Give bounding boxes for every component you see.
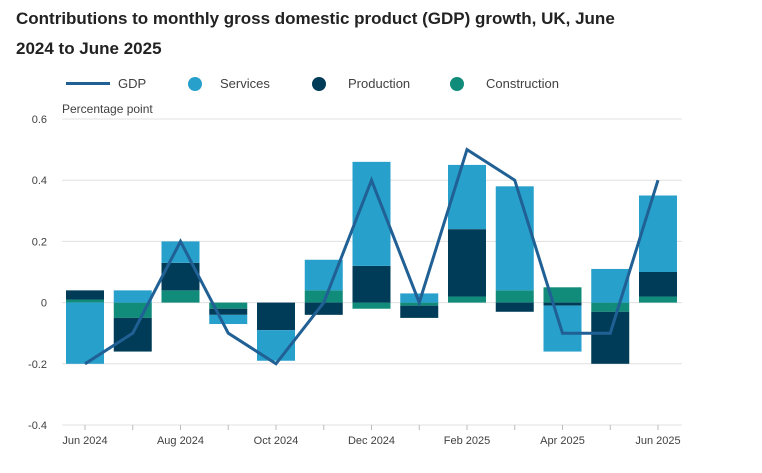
gdp-line-swatch xyxy=(66,82,110,85)
bar-construction xyxy=(639,296,677,303)
bar-construction xyxy=(352,302,391,309)
bar-production xyxy=(209,308,248,315)
legend-label: GDP xyxy=(118,76,147,91)
bar-services xyxy=(495,186,534,291)
x-tick-label: Apr 2025 xyxy=(540,435,585,447)
bar-production xyxy=(448,229,486,297)
legend-item-construction: Construction xyxy=(450,76,559,91)
bar-production xyxy=(495,302,534,312)
y-tick-label: 0.6 xyxy=(32,114,47,126)
x-tick-label: Feb 2025 xyxy=(444,435,490,447)
x-tick-label: Jun 2024 xyxy=(62,435,107,447)
legend-label: Services xyxy=(220,76,270,91)
production-swatch xyxy=(312,76,326,91)
bar-construction xyxy=(209,302,248,309)
chart-title: Contributions to monthly gross domestic … xyxy=(16,9,615,58)
y-tick-label: 0 xyxy=(41,298,47,310)
y-tick-label: 0.2 xyxy=(32,236,47,248)
legend-item-production: Production xyxy=(312,76,410,91)
y-tick-label: 0.4 xyxy=(32,175,47,187)
x-tick-label: Dec 2024 xyxy=(348,435,395,447)
bar-services xyxy=(113,290,152,303)
x-tick-label: Oct 2024 xyxy=(254,435,299,447)
bar-production xyxy=(304,302,343,315)
services-swatch xyxy=(188,76,202,91)
bar-services xyxy=(304,259,343,291)
bar-services xyxy=(448,164,486,230)
bar-production xyxy=(257,302,295,331)
y-axis-label: Percentage point xyxy=(62,102,153,116)
bar-construction xyxy=(448,296,486,303)
x-tick-label: Aug 2024 xyxy=(157,435,204,447)
bar-construction xyxy=(161,290,200,303)
bar-production xyxy=(591,311,630,364)
bar-production xyxy=(639,272,677,297)
legend-item-services: Services xyxy=(188,76,270,91)
bar-services xyxy=(209,314,248,325)
bar-construction xyxy=(304,290,343,303)
y-tick-label: -0.4 xyxy=(28,420,47,432)
bar-construction xyxy=(591,302,630,312)
legend-label: Construction xyxy=(486,76,559,91)
bar-construction xyxy=(66,299,104,303)
bar-production xyxy=(352,265,391,303)
construction-swatch xyxy=(450,76,464,91)
bar-production xyxy=(400,305,439,318)
bar-production xyxy=(543,302,582,306)
bar-production xyxy=(66,290,104,300)
x-tick-label: Jun 2025 xyxy=(635,435,680,447)
bar-services xyxy=(639,195,677,272)
bar-services xyxy=(66,302,104,364)
y-tick-label: -0.2 xyxy=(28,359,47,371)
legend-item-gdp: GDP xyxy=(66,76,146,91)
legend-label: Production xyxy=(348,76,411,91)
bar-construction xyxy=(495,290,534,303)
